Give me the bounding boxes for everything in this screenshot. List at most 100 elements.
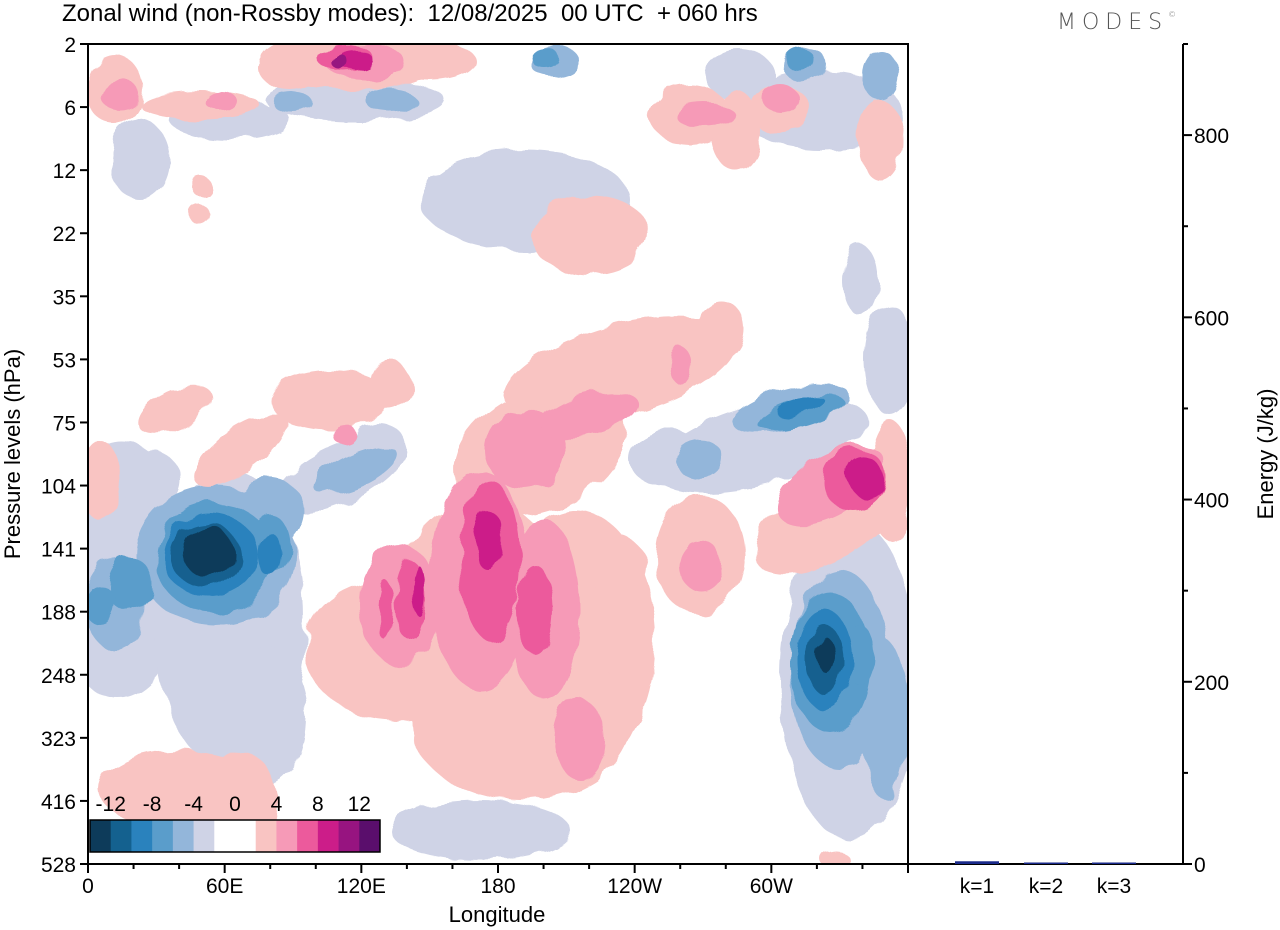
colorbar-swatch [110,820,132,852]
pressure-tick-label: 528 [41,854,76,877]
longitude-tick-label: 120W [607,875,662,898]
colorbar-swatch [276,820,298,852]
wind-contour [862,50,898,100]
wind-contour [846,456,886,500]
colorbar-swatch [90,820,112,852]
wind-contour [333,425,357,445]
wind-contour [377,580,393,640]
colorbar-swatch [255,820,277,852]
wind-contour [272,92,312,112]
colorbar-label: 4 [271,793,283,816]
wind-contour [775,395,825,417]
wind-contour [541,391,639,439]
wind-contour [385,44,475,80]
energy-category-label: k=2 [1029,875,1063,898]
wind-contour [390,800,570,860]
wind-contour [100,80,140,110]
colorbar-label: 12 [348,793,371,816]
wind-contour [821,850,849,864]
colorbar-frame [89,819,381,853]
wind-contour [88,440,120,520]
colorbar-label: -12 [96,793,126,816]
wind-contour [858,100,902,180]
wind-contour [678,540,722,590]
wind-contour [818,637,834,673]
energy-tick-label: 200 [1194,672,1229,695]
wind-contour [190,205,210,225]
wind-contour [370,360,410,410]
colorbar-swatch [317,820,339,852]
wind-contour [517,565,553,655]
colorbar-swatch [131,820,153,852]
wind-contour [676,440,724,480]
wind-contour [863,640,907,800]
colorbar-label: -8 [143,793,162,816]
pressure-tick-label: 416 [41,791,76,814]
energy-axis-title: Energy (J/kg) [1253,389,1278,520]
colorbar-label: 8 [312,793,324,816]
colorbar-swatch [338,820,360,852]
colorbar-label: -4 [184,793,203,816]
energy-category-label: k=3 [1097,875,1131,898]
wind-contour [530,195,650,275]
wind-contour [668,347,692,383]
wind-contour [531,48,559,68]
wind-contour [258,533,282,577]
energy-category-label: k=1 [960,875,994,898]
longitude-tick-label: 60W [750,875,793,898]
wind-contour [846,625,874,685]
wind-contour [140,90,260,120]
wind-contour [332,54,348,70]
wind-contour [183,526,233,578]
wind-contour [120,450,180,510]
wind-contour [225,645,305,785]
wind-contour [786,48,814,72]
pressure-tick-label: 104 [41,476,76,499]
energy-bar [1092,862,1136,864]
y-axis-title: Pressure levels (hPa) [0,349,25,559]
longitude-axis: 0 60E 120E 180 120W 60W [82,864,909,898]
pressure-tick-label: 53 [53,349,76,372]
wind-contour [762,84,798,112]
chart-title: Zonal wind (non-Rossby modes): 12/08/202… [62,0,758,27]
wind-contour [204,90,236,110]
wind-contour [110,120,170,200]
wind-contour [695,300,745,360]
energy-tick-label: 800 [1194,125,1229,148]
heatmap-plot [88,44,908,864]
modes-logo: MODES© [1057,10,1177,35]
energy-tick-label: 0 [1194,854,1206,877]
pressure-tick-label: 12 [53,160,76,183]
pressure-tick-label: 35 [53,286,76,309]
colorbar-swatch [152,820,174,852]
wind-contour [474,510,502,570]
colorbar-label: 0 [229,793,241,816]
wind-contour [265,78,445,122]
pressure-tick-label: 323 [41,728,76,751]
wind-contour [675,103,735,127]
pressure-tick-label: 188 [41,602,76,625]
energy-tick-label: 600 [1194,307,1229,330]
wind-contour [137,385,213,435]
longitude-tick-label: 180 [480,875,515,898]
wind-contour [555,700,605,780]
colorbar-legend: -12 -8 -4 0 4 8 12 [89,793,381,853]
colorbar-swatch [172,820,194,852]
wind-contour [108,557,152,613]
pressure-tick-label: 2 [64,34,76,57]
wind-contour [193,413,287,487]
longitude-tick-label: 0 [82,875,94,898]
wind-contour [88,585,116,625]
x-axis-title: Longitude [449,902,546,927]
wind-contour [412,565,424,615]
pressure-tick-label: 6 [64,97,76,120]
wind-contour [585,535,645,595]
colorbar-swatch [235,820,257,852]
wind-contour [842,245,878,315]
energy-tick-label: 400 [1194,490,1229,513]
longitude-tick-label: 120E [337,875,386,898]
energy-bar-panel: k=1 k=2 k=3 0 200 400 600 800 Energy (J/kg) [908,43,1278,898]
wind-contour [365,88,415,112]
wind-contour [868,420,908,540]
